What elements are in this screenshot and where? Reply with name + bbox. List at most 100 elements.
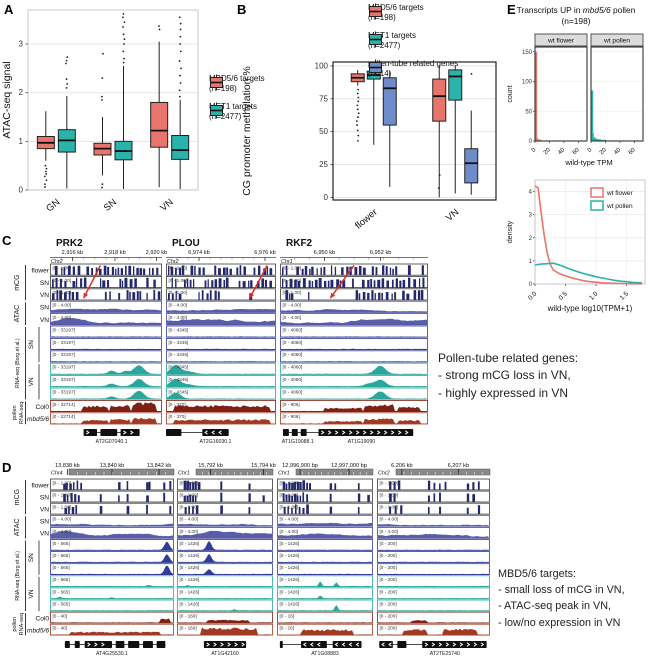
track-RNA-seq-VN-1 — [378, 585, 489, 587]
svg-text:wild-type log10(TPM+1): wild-type log10(TPM+1) — [547, 304, 633, 313]
track-mCG-VN — [285, 290, 424, 300]
svg-text:[0 - 4.00]: [0 - 4.00] — [180, 529, 199, 534]
mcg-loss-arrow-icon — [329, 265, 355, 299]
track-RNA-seq-SN-2 — [278, 561, 372, 563]
svg-text:Chr1: Chr1 — [278, 471, 290, 477]
svg-text:PRK2: PRK2 — [56, 238, 83, 249]
legend-count: (n=14) — [368, 68, 392, 78]
svg-text:[0 - 4.00]: [0 - 4.00] — [53, 315, 72, 320]
svg-text:ATAC: ATAC — [14, 305, 21, 323]
track-RNA-seq-VN-3 — [51, 610, 173, 611]
svg-text:[0 - 4.00]: [0 - 4.00] — [53, 529, 72, 534]
svg-text:density: density — [507, 220, 514, 243]
track-pollen RNA-seq-Col0 — [167, 405, 275, 412]
svg-text:[0 - 1.00]: [0 - 1.00] — [169, 290, 188, 295]
panel-b-legend: MBD5/6 targets (n=198) MET1 targets (n=2477… — [368, 3, 458, 88]
svg-text:flower: flower — [31, 267, 49, 274]
svg-text:50: 50 — [525, 109, 532, 115]
svg-text:0: 0 — [529, 139, 533, 145]
svg-text:[0 - 1.00]: [0 - 1.00] — [53, 493, 72, 498]
svg-text:[0 - 4060]: [0 - 4060] — [283, 365, 303, 370]
svg-text:25: 25 — [319, 160, 328, 169]
svg-text:Col0: Col0 — [35, 615, 49, 622]
svg-text:SN: SN — [40, 494, 49, 501]
svg-text:2,918 kb: 2,918 kb — [104, 250, 125, 256]
svg-text:[0 - 200]: [0 - 200] — [380, 589, 397, 594]
genomeD-row-labels: mCG ATAC RNA-seq (Borg et al.) pollen RNA-se… — [12, 480, 50, 636]
panel-e-title-line1: Transcripts UP in mbd5/6 pollen — [502, 5, 650, 16]
track-RNA-seq-VN-1 — [178, 585, 272, 587]
track-RNA-seq-VN-3 — [378, 610, 489, 611]
svg-text:[0 - 1.00]: [0 - 1.00] — [53, 265, 72, 270]
svg-text:[0 - 1.00]: [0 - 1.00] — [180, 480, 199, 485]
svg-text:[0 - 200]: [0 - 200] — [380, 541, 397, 546]
svg-text:RKF2: RKF2 — [286, 238, 313, 249]
track-RNA-seq-VN-1 — [51, 365, 161, 375]
legend-count: (n=2477) — [368, 40, 401, 50]
svg-text:Chr1: Chr1 — [178, 471, 190, 477]
svg-text:mbd5/6: mbd5/6 — [27, 416, 49, 423]
panel-c-label: C — [2, 233, 12, 248]
track-ATAC-VN — [167, 319, 275, 325]
track-pollen RNA-seq-mbd5/6 — [178, 627, 272, 635]
genomeD-col-1: 15,792 kb 15,794 kb Chr1 [0 - 1.00] [0 - 1.0… — [177, 463, 276, 657]
track-RNA-seq-SN-1 — [281, 336, 427, 338]
svg-text:[0 - 4345]: [0 - 4345] — [169, 352, 189, 357]
svg-text:12,997,000 bp: 12,997,000 bp — [331, 463, 367, 469]
track-ATAC-VN — [278, 533, 372, 539]
svg-text:wild-type TPM: wild-type TPM — [564, 158, 612, 167]
svg-text:SN: SN — [28, 340, 35, 349]
svg-text:[0 - 33197]: [0 - 33197] — [53, 340, 75, 345]
svg-text:15,792 kb: 15,792 kb — [198, 463, 223, 469]
svg-text:[0 - 4060]: [0 - 4060] — [283, 389, 303, 394]
legend-text: MET1 targets (n=2477) — [209, 102, 257, 121]
svg-text:[0 - 166]: [0 - 166] — [180, 614, 197, 619]
svg-text:SN: SN — [28, 553, 35, 562]
legend-entry: MBD5/6 targets (n=198) — [209, 74, 265, 93]
legend-count: (n=198) — [209, 83, 237, 93]
svg-text:[0 - 1.00]: [0 - 1.00] — [53, 278, 72, 283]
panel-e-title: Transcripts UP in mbd5/6 pollen (n=198) — [502, 5, 650, 27]
svg-text:[0 - 4.00]: [0 - 4.00] — [280, 529, 299, 534]
track-mCG-flower — [63, 480, 172, 490]
track-pollen RNA-seq-Col0 — [178, 619, 272, 623]
track-RNA-seq-VN-2 — [51, 379, 161, 387]
svg-text:[0 - 200]: [0 - 200] — [380, 626, 397, 631]
svg-text:VN: VN — [28, 589, 35, 598]
svg-text:0.0: 0.0 — [527, 290, 539, 302]
track-ATAC-SN — [51, 308, 161, 313]
svg-text:1.5: 1.5 — [619, 290, 631, 302]
svg-text:0: 0 — [324, 193, 329, 202]
title-text: Transcripts UP in — [516, 5, 583, 15]
svg-text:[0 - 22714]: [0 - 22714] — [53, 402, 75, 407]
legend-text: pollen-tube related genes (n=14) — [368, 59, 458, 78]
track-pollen RNA-seq-Col0 — [51, 618, 173, 623]
svg-text:[0 - 565]: [0 - 565] — [53, 565, 70, 570]
track-RNA-seq-VN-2 — [278, 595, 372, 599]
svg-text:13,838 kb: 13,838 kb — [55, 463, 80, 469]
svg-text:[0 - 33197]: [0 - 33197] — [53, 389, 75, 394]
svg-text:RNA-seq (Borg et al.): RNA-seq (Borg et al.) — [15, 338, 21, 388]
svg-text:[0 - 1426]: [0 - 1426] — [280, 541, 300, 546]
svg-text:100: 100 — [315, 61, 329, 70]
track-RNA-seq-SN-1 — [378, 549, 489, 551]
track-ATAC-VN — [378, 533, 489, 539]
arrowhead-icon — [249, 292, 255, 299]
svg-text:count: count — [507, 85, 514, 102]
track-pollen RNA-seq-mbd5/6 — [167, 419, 275, 424]
svg-text:2: 2 — [529, 236, 533, 242]
svg-text:[0 - 1426]: [0 - 1426] — [180, 541, 200, 546]
legend-text: MBD5/6 targets (n=198) — [368, 3, 424, 22]
svg-text:[0 - 1426]: [0 - 1426] — [180, 577, 200, 582]
legend-text: MBD5/6 targets (n=198) — [209, 74, 265, 93]
legend-count: (n=198) — [368, 12, 396, 22]
svg-text:12,996,900 bp: 12,996,900 bp — [282, 463, 318, 469]
svg-text:[0 - 906]: [0 - 906] — [283, 414, 300, 419]
track-pollen RNA-seq-Col0 — [281, 404, 427, 412]
track-mCG-VN — [64, 504, 172, 514]
track-RNA-seq-VN-1 — [51, 585, 173, 587]
svg-text:[0 - 1.00]: [0 - 1.00] — [280, 505, 299, 510]
svg-text:0: 0 — [587, 147, 594, 154]
